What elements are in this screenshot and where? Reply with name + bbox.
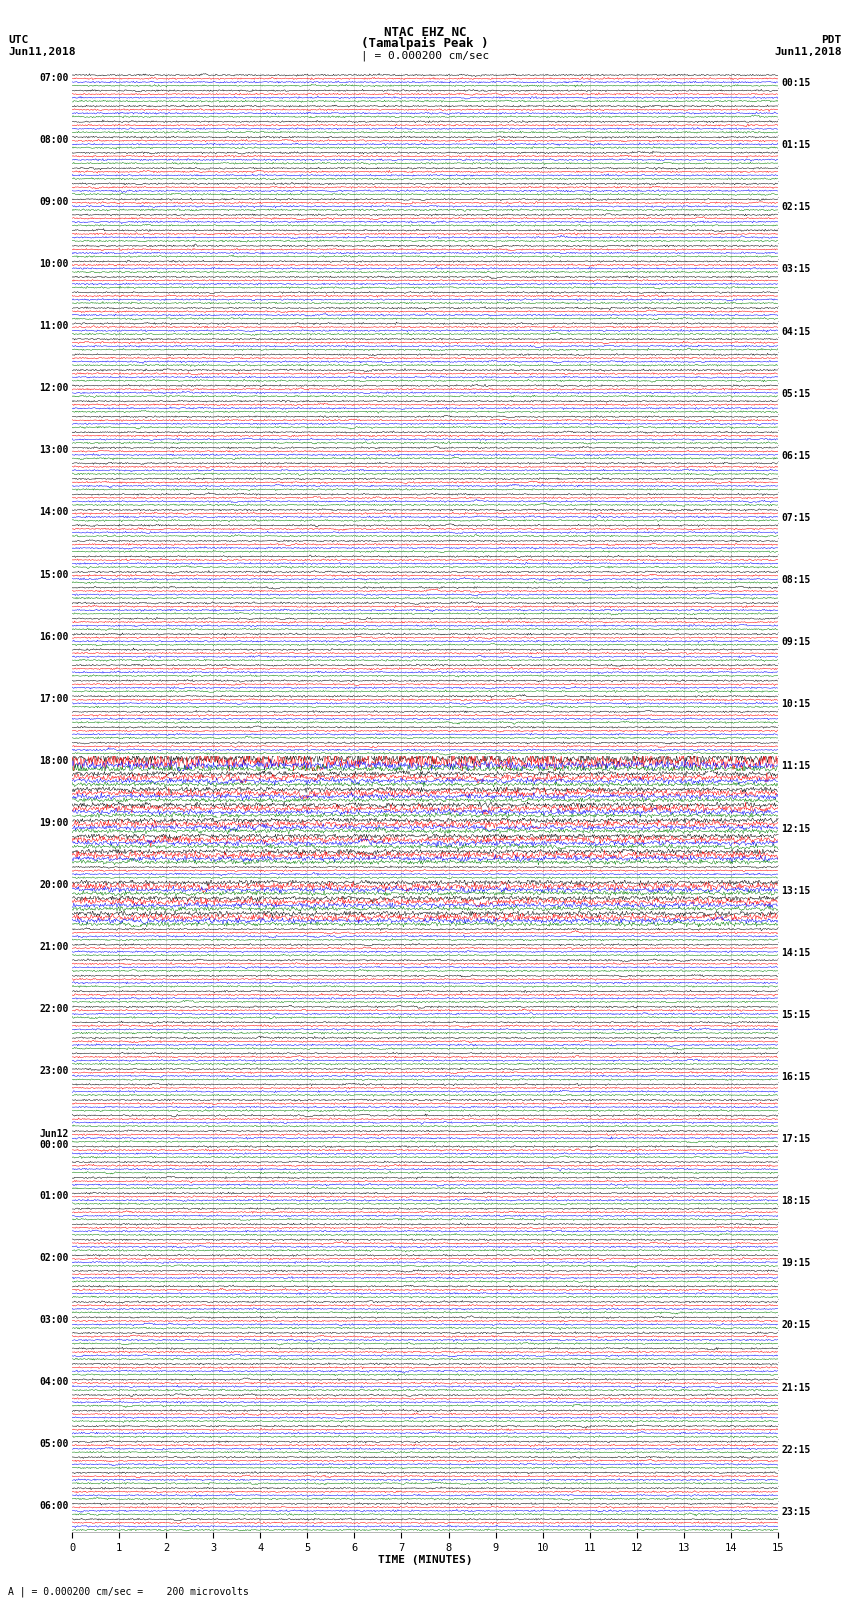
Text: 12:15: 12:15 bbox=[781, 824, 811, 834]
Text: 06:15: 06:15 bbox=[781, 450, 811, 461]
Text: 20:15: 20:15 bbox=[781, 1321, 811, 1331]
Text: 20:00: 20:00 bbox=[39, 881, 69, 890]
Text: 12:00: 12:00 bbox=[39, 384, 69, 394]
Text: 19:15: 19:15 bbox=[781, 1258, 811, 1268]
Text: NTAC EHZ NC: NTAC EHZ NC bbox=[383, 26, 467, 39]
Text: UTC: UTC bbox=[8, 35, 29, 45]
Text: Jun11,2018: Jun11,2018 bbox=[774, 47, 842, 56]
Text: 15:15: 15:15 bbox=[781, 1010, 811, 1019]
Text: 05:15: 05:15 bbox=[781, 389, 811, 398]
Text: 21:15: 21:15 bbox=[781, 1382, 811, 1392]
Text: 13:00: 13:00 bbox=[39, 445, 69, 455]
Text: Jun11,2018: Jun11,2018 bbox=[8, 47, 76, 56]
Text: | = 0.000200 cm/sec: | = 0.000200 cm/sec bbox=[361, 50, 489, 61]
Text: 16:00: 16:00 bbox=[39, 632, 69, 642]
Text: 10:00: 10:00 bbox=[39, 260, 69, 269]
Text: 06:00: 06:00 bbox=[39, 1502, 69, 1511]
Text: (Tamalpais Peak ): (Tamalpais Peak ) bbox=[361, 37, 489, 50]
Text: 04:00: 04:00 bbox=[39, 1378, 69, 1387]
Text: PDT: PDT bbox=[821, 35, 842, 45]
Text: 18:00: 18:00 bbox=[39, 756, 69, 766]
Text: A | = 0.000200 cm/sec =    200 microvolts: A | = 0.000200 cm/sec = 200 microvolts bbox=[8, 1586, 249, 1597]
Text: 22:15: 22:15 bbox=[781, 1445, 811, 1455]
Text: 01:00: 01:00 bbox=[39, 1190, 69, 1200]
Text: 17:15: 17:15 bbox=[781, 1134, 811, 1144]
Text: 11:15: 11:15 bbox=[781, 761, 811, 771]
Text: 17:00: 17:00 bbox=[39, 694, 69, 703]
Text: 08:15: 08:15 bbox=[781, 576, 811, 586]
Text: 04:15: 04:15 bbox=[781, 326, 811, 337]
Text: 08:00: 08:00 bbox=[39, 135, 69, 145]
Text: 07:00: 07:00 bbox=[39, 73, 69, 82]
Text: 23:15: 23:15 bbox=[781, 1507, 811, 1516]
Text: 00:15: 00:15 bbox=[781, 77, 811, 89]
Text: 02:15: 02:15 bbox=[781, 202, 811, 213]
Text: 23:00: 23:00 bbox=[39, 1066, 69, 1076]
Text: 03:00: 03:00 bbox=[39, 1315, 69, 1324]
Text: 05:00: 05:00 bbox=[39, 1439, 69, 1448]
Text: 16:15: 16:15 bbox=[781, 1073, 811, 1082]
Text: Jun12
00:00: Jun12 00:00 bbox=[39, 1129, 69, 1150]
Text: TIME (MINUTES): TIME (MINUTES) bbox=[377, 1555, 473, 1565]
Text: 19:00: 19:00 bbox=[39, 818, 69, 827]
Text: 18:15: 18:15 bbox=[781, 1197, 811, 1207]
Text: 14:00: 14:00 bbox=[39, 508, 69, 518]
Text: 21:00: 21:00 bbox=[39, 942, 69, 952]
Text: 03:15: 03:15 bbox=[781, 265, 811, 274]
Text: 09:15: 09:15 bbox=[781, 637, 811, 647]
Text: 14:15: 14:15 bbox=[781, 948, 811, 958]
Text: 11:00: 11:00 bbox=[39, 321, 69, 331]
Text: 13:15: 13:15 bbox=[781, 886, 811, 895]
Text: 07:15: 07:15 bbox=[781, 513, 811, 523]
Text: 22:00: 22:00 bbox=[39, 1005, 69, 1015]
Text: 02:00: 02:00 bbox=[39, 1253, 69, 1263]
Text: 10:15: 10:15 bbox=[781, 700, 811, 710]
Text: 09:00: 09:00 bbox=[39, 197, 69, 206]
Text: 01:15: 01:15 bbox=[781, 140, 811, 150]
Text: 15:00: 15:00 bbox=[39, 569, 69, 579]
